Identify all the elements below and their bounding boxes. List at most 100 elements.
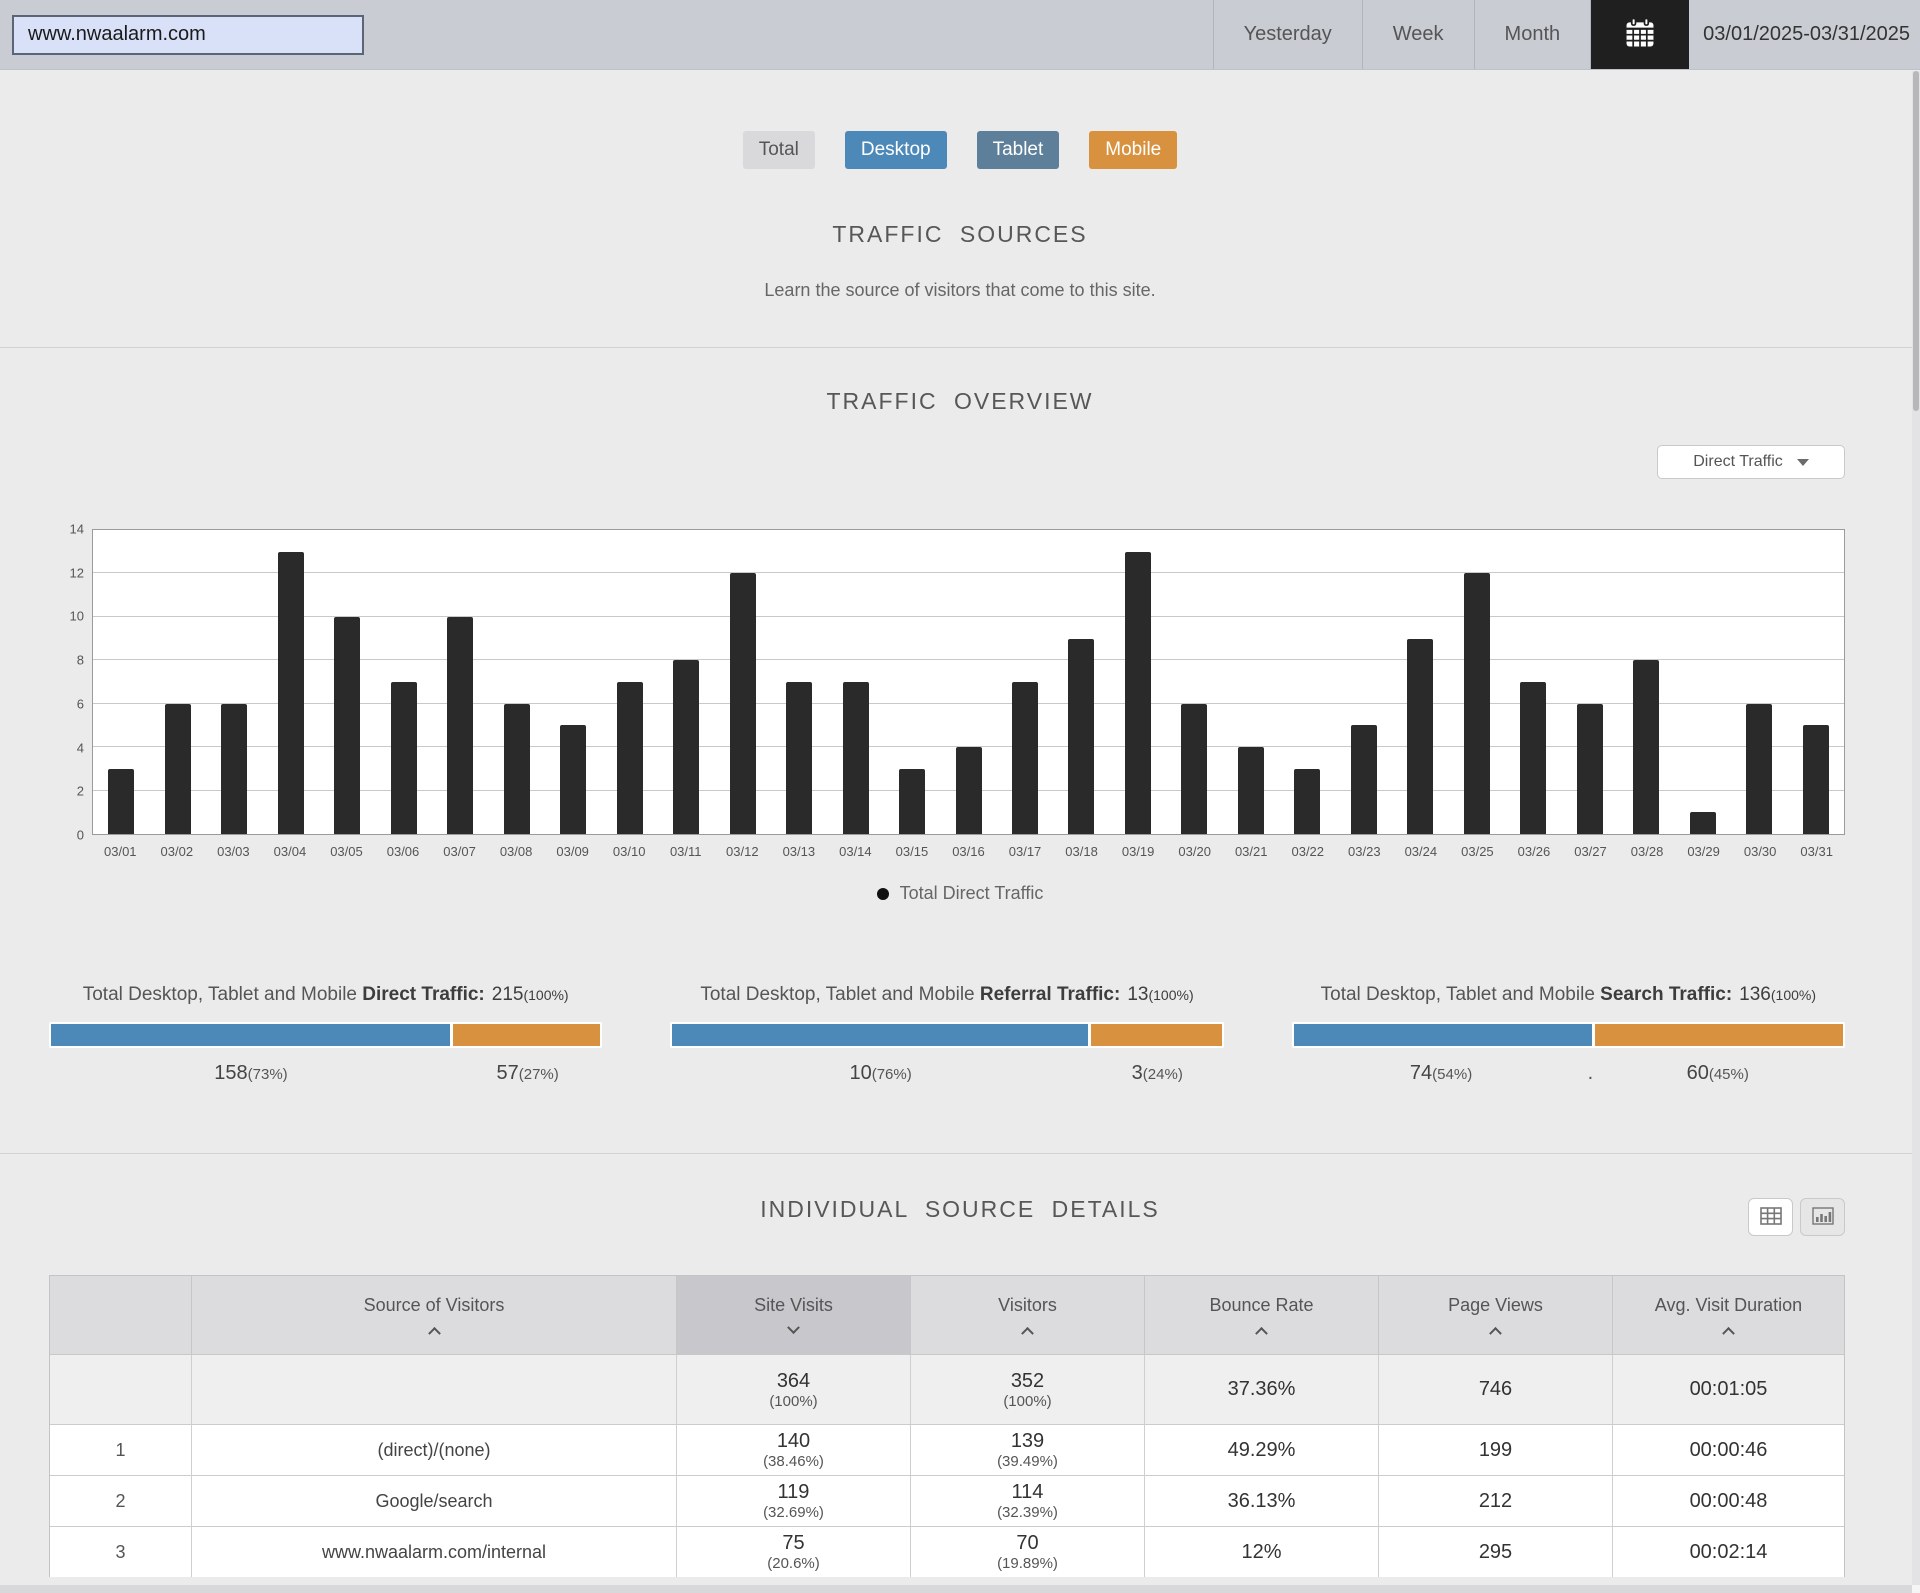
column-header-label: Page Views <box>1448 1295 1543 1315</box>
bar-03/02 <box>164 703 191 834</box>
device-filter-tablet[interactable]: Tablet <box>976 131 1060 169</box>
y-tick-label: 0 <box>76 827 84 843</box>
source-details-title: INDIVIDUAL SOURCE DETAILS <box>760 1196 1160 1222</box>
summary-left-label: 74(54%) <box>1292 1062 1591 1085</box>
column-header-label: Bounce Rate <box>1209 1295 1314 1315</box>
range-button-month[interactable]: Month <box>1473 0 1592 69</box>
column-header-site-visits[interactable]: Site Visits <box>677 1276 911 1354</box>
y-tick-label: 6 <box>76 696 84 712</box>
bar-03/29 <box>1689 812 1716 834</box>
cell-value: 119 <box>777 1481 810 1503</box>
row-index: 2 <box>115 1490 126 1511</box>
bar-03/14 <box>842 682 869 834</box>
column-header-bounce-rate[interactable]: Bounce Rate <box>1145 1276 1379 1354</box>
gridline <box>93 572 1844 574</box>
range-button-week[interactable]: Week <box>1361 0 1474 69</box>
bar-slot <box>1053 530 1109 834</box>
summary-title-bold: Search Traffic: <box>1600 984 1733 1005</box>
column-header-source-of-visitors[interactable]: Source of Visitors <box>192 1276 677 1354</box>
column-header-index <box>50 1276 192 1354</box>
column-header-visitors[interactable]: Visitors <box>911 1276 1145 1354</box>
column-header-page-views[interactable]: Page Views <box>1379 1276 1613 1354</box>
totals-cell: 37.36% <box>1145 1355 1379 1424</box>
column-header-avg-visit-duration[interactable]: Avg. Visit Duration <box>1613 1276 1844 1354</box>
cell-value: 295 <box>1478 1540 1513 1563</box>
table-view-button[interactable] <box>1748 1198 1793 1236</box>
summary-referral-traffic-: Total Desktop, Tablet and Mobile Referra… <box>670 984 1224 1085</box>
cell-pct: (32.39%) <box>997 1504 1058 1521</box>
column-header-label: Visitors <box>998 1295 1057 1315</box>
vertical-scrollbar[interactable] <box>1912 71 1920 1585</box>
summary-separator: . <box>1587 1062 1594 1084</box>
summary-total: 215 <box>491 984 524 1005</box>
x-tick-label: 03/09 <box>556 844 589 859</box>
table-header-row: Source of Visitors Site Visits Visitors Bou… <box>50 1276 1844 1354</box>
sort-asc-icon <box>1722 1326 1735 1340</box>
summary-search-traffic-: Total Desktop, Tablet and Mobile Search … <box>1291 984 1845 1085</box>
summary-total-pct: (100%) <box>1148 987 1194 1003</box>
summary-total-pct: (100%) <box>1770 987 1817 1003</box>
device-filter-mobile[interactable]: Mobile <box>1089 131 1178 169</box>
view-toggle-buttons <box>1748 1198 1845 1236</box>
traffic-type-dropdown-value: Direct Traffic <box>1693 453 1783 470</box>
bar-slot <box>488 530 544 834</box>
cell-value: 3 <box>1131 1062 1143 1084</box>
bar-03/24 <box>1407 638 1434 834</box>
traffic-chart: 0 2 4 6 8 10 12 14 03/01 03/02 03/03 03/04 03/05 03/… <box>40 522 1845 859</box>
device-filter-total[interactable]: Total <box>742 131 815 169</box>
y-tick-label: 2 <box>76 783 84 799</box>
cell-value: 70 <box>1016 1532 1039 1554</box>
value-cell: 199 <box>1379 1425 1613 1475</box>
row-index-cell: 1 <box>50 1425 192 1475</box>
bar-slot <box>1731 530 1787 834</box>
traffic-overview-title: TRAFFIC OVERVIEW <box>826 388 1094 414</box>
totals-cell: 364 (100%) <box>677 1355 911 1424</box>
bar-03/28 <box>1633 660 1660 834</box>
source-label: (direct)/(none) <box>377 1439 491 1460</box>
bar-slot <box>1392 530 1448 834</box>
vertical-scrollbar-thumb[interactable] <box>1913 71 1919 411</box>
summary-total: 13 <box>1127 984 1149 1005</box>
sort-asc-icon <box>1021 1326 1034 1340</box>
column-header-label: Source of Visitors <box>363 1295 505 1315</box>
bar-03/04 <box>277 551 304 834</box>
range-buttons: Yesterday Week Month <box>1212 0 1592 69</box>
sort-asc-icon <box>427 1326 441 1340</box>
summary-bar-right <box>452 1024 601 1046</box>
traffic-type-dropdown[interactable]: Direct Traffic <box>1657 445 1845 479</box>
chart-view-button[interactable] <box>1800 1198 1845 1236</box>
value-cell: 139 (39.49%) <box>911 1425 1145 1475</box>
sort-desc-icon <box>787 1321 800 1335</box>
table-row: 3 www.nwaalarm.com/internal 75 (20.6%) 70 (19… <box>50 1526 1844 1577</box>
bar-slot <box>545 530 601 834</box>
bar-slot <box>997 530 1053 834</box>
table-row: 2 Google/search 119 (32.69%) 114 (32.39%) 36.1… <box>50 1475 1844 1526</box>
summary-right-label: 3(24%) <box>1091 1062 1224 1085</box>
value-cell: 140 (38.46%) <box>677 1425 911 1475</box>
summary-right-label: 57(27%) <box>453 1062 602 1085</box>
cell-value: 364 <box>776 1369 811 1392</box>
cell-value: 140 <box>776 1430 811 1452</box>
calendar-button[interactable] <box>1591 0 1690 69</box>
cell-value: 36.13% <box>1227 1489 1296 1512</box>
date-range-label[interactable]: 03/01/2025-03/31/2025 <box>1703 23 1910 45</box>
gridline <box>93 659 1844 661</box>
bar-slot <box>1562 530 1618 834</box>
source-details-table: Source of Visitors Site Visits Visitors Bou… <box>49 1275 1845 1577</box>
range-button-yesterday[interactable]: Yesterday <box>1212 0 1362 69</box>
y-tick-label: 4 <box>76 740 84 756</box>
value-cell: 00:00:46 <box>1613 1425 1844 1475</box>
chart-y-axis: 0 2 4 6 8 10 12 14 <box>40 522 92 843</box>
horizontal-scrollbar[interactable] <box>0 1585 1912 1593</box>
bar-03/26 <box>1520 682 1547 834</box>
x-tick-label: 03/12 <box>726 844 759 859</box>
site-url-input[interactable] <box>12 14 364 55</box>
x-tick-label: 03/25 <box>1461 844 1494 859</box>
x-tick-label: 03/31 <box>1800 844 1833 859</box>
value-cell: 36.13% <box>1145 1476 1379 1526</box>
device-filters: Total Desktop Tablet Mobile <box>0 70 1920 169</box>
chart-bars <box>93 530 1844 834</box>
bar-03/22 <box>1294 768 1321 834</box>
x-tick-label: 03/08 <box>499 844 533 859</box>
device-filter-desktop[interactable]: Desktop <box>844 131 947 169</box>
